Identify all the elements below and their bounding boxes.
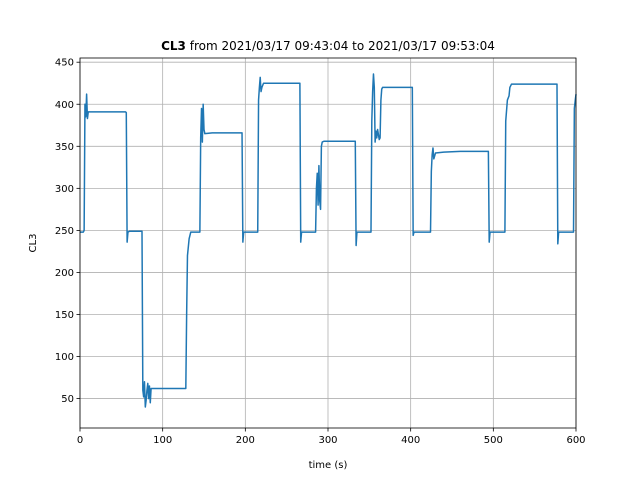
y-tick-label: 150 (55, 310, 74, 321)
axis-ticks: 0 100 200 300 400 500 600 50 100 150 200 250 300 350 4… (55, 58, 586, 446)
chart-title-bold: CL3 (161, 39, 186, 53)
x-tick-label: 500 (484, 435, 503, 446)
chart-title: CL3 from 2021/03/17 09:43:04 to 2021/03/… (161, 39, 495, 53)
y-tick-label: 100 (55, 352, 74, 363)
x-tick-label: 300 (318, 435, 337, 446)
y-axis-label: CL3 (28, 234, 39, 253)
x-axis-label: time (s) (309, 460, 348, 471)
x-tick-label: 400 (401, 435, 420, 446)
grid (79, 58, 577, 428)
x-tick-label: 600 (566, 435, 585, 446)
y-tick-label: 250 (55, 226, 74, 237)
y-tick-label: 400 (55, 100, 74, 111)
x-tick-label: 0 (77, 435, 83, 446)
y-tick-label: 50 (61, 394, 74, 405)
series-line-1 (80, 73, 577, 408)
y-tick-label: 300 (55, 184, 74, 195)
y-tick-label: 450 (55, 58, 74, 69)
series-layer (80, 73, 577, 408)
x-tick-label: 200 (236, 435, 255, 446)
x-tick-label: 100 (153, 435, 172, 446)
y-tick-label: 200 (55, 268, 74, 279)
chart-title-rest: from 2021/03/17 09:43:04 to 2021/03/17 0… (186, 39, 495, 53)
y-tick-label: 350 (55, 142, 74, 153)
